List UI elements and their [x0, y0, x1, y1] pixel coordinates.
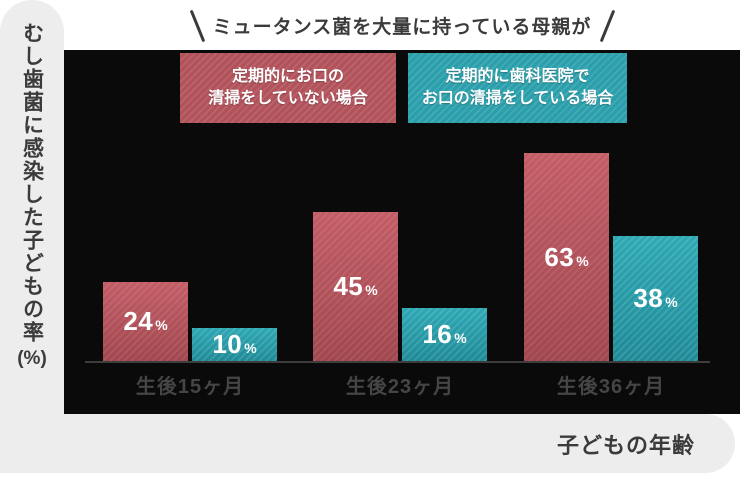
bar-value: 10 — [212, 329, 243, 359]
x-axis-line — [85, 361, 710, 363]
x-axis-label: 子どもの年齢 — [556, 432, 695, 458]
bar-cleaned-36m: 38% — [613, 236, 698, 361]
legend-uncleaned: 定期的にお口の 清掃をしていない場合 — [180, 53, 396, 123]
category-label-36months: 生後36ヶ月 — [556, 376, 666, 398]
bar-uncleaned-15m: 24% — [103, 282, 188, 361]
y-axis-label: むし歯菌に感染した子どもの率 — [20, 22, 44, 344]
category-label-15months: 生後15ヶ月 — [135, 376, 245, 398]
bar-value: 38 — [633, 283, 664, 313]
bar-unit: % — [244, 340, 257, 356]
bar-unit: % — [576, 252, 589, 269]
bar-cleaned-15m: 10% — [192, 328, 277, 361]
category-label-23months: 生後23ヶ月 — [345, 376, 455, 398]
chart-panel: 定期的にお口の 清掃をしていない場合 定期的に歯科医院で お口の清掃をしている場… — [64, 50, 740, 414]
bar-unit: % — [155, 317, 168, 333]
legend-uncleaned-line2: 清掃をしていない場合 — [208, 90, 368, 107]
bar-group-36months: 63% 38% — [524, 153, 698, 361]
y-axis-unit: (%) — [17, 348, 47, 369]
bar-unit: % — [365, 282, 378, 298]
legend-cleaned: 定期的に歯科医院で お口の清掃をしている場合 — [408, 53, 627, 123]
bar-uncleaned-23m: 45% — [313, 212, 398, 361]
bar-unit: % — [665, 294, 678, 310]
bar-group-15months: 24% 10% — [103, 282, 277, 361]
legend-cleaned-line2: お口の清掃をしている場合 — [421, 90, 614, 107]
chart-title: ミュータンス菌を大量に持っている母親が — [212, 17, 592, 38]
bar-value: 63 — [544, 241, 575, 272]
bar-group-23months: 45% 16% — [313, 212, 487, 361]
chart-header: ミュータンス菌を大量に持っている母親が — [64, 12, 740, 39]
x-axis-frame: 子どもの年齢 — [0, 414, 735, 473]
y-axis-frame: むし歯菌に感染した子どもの率 (%) — [0, 0, 64, 465]
legend-cleaned-line1: 定期的に歯科医院で — [445, 67, 590, 85]
bar-value: 24 — [123, 306, 154, 336]
bar-cleaned-23m: 16% — [402, 308, 487, 361]
bar-value: 45 — [333, 271, 364, 301]
bar-value: 16 — [422, 319, 453, 349]
legend-uncleaned-line1: 定期的にお口の — [231, 67, 344, 85]
bar-uncleaned-36m: 63% — [524, 153, 609, 361]
bar-unit: % — [454, 330, 467, 346]
